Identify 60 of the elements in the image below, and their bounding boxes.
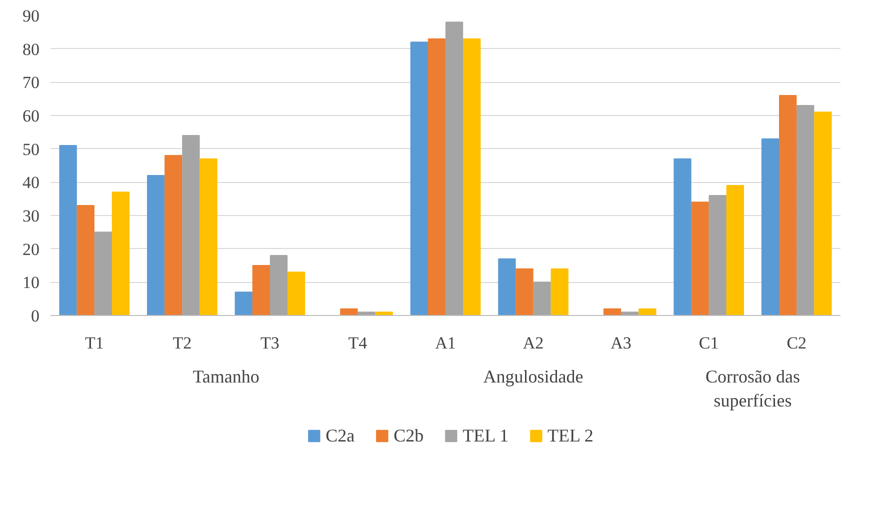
bar (164, 155, 182, 316)
bar (620, 312, 639, 316)
x-tick-label: T4 (348, 334, 368, 352)
bar (59, 145, 77, 316)
y-tick-label: 40 (22, 173, 40, 192)
x-tick-label: C1 (698, 334, 719, 352)
bar (796, 105, 814, 316)
y-tick-label: 70 (22, 73, 40, 92)
y-tick-label: 80 (22, 40, 40, 59)
x-tick-label: A1 (435, 334, 456, 352)
legend-label: TEL 1 (462, 425, 509, 446)
bar (234, 292, 252, 316)
x-tick-label: A2 (522, 334, 544, 352)
bar (674, 158, 692, 316)
text: Corrosão das superfícies (705, 366, 800, 410)
y-tick-label: 50 (22, 140, 40, 159)
bar (287, 272, 306, 316)
y-tick-label: 0 (31, 306, 40, 326)
bar (445, 22, 464, 316)
bar (462, 38, 481, 316)
legend-label: C2b (394, 425, 424, 446)
x-tick-label: T1 (84, 334, 104, 352)
legend-label: C2a (326, 425, 355, 446)
bar (516, 268, 534, 316)
bar (814, 112, 832, 316)
x-tick-label: T3 (260, 334, 280, 352)
bar (761, 138, 780, 316)
text: Tamanho (192, 366, 260, 386)
bar (498, 258, 516, 316)
bar (726, 185, 744, 316)
x-tick-label: T2 (172, 334, 192, 352)
bar (410, 42, 428, 316)
bar (778, 95, 797, 316)
bar (76, 205, 94, 316)
y-tick-label: 30 (22, 206, 40, 226)
bar (112, 192, 130, 316)
bar (270, 255, 288, 316)
bar (708, 195, 726, 316)
bar (428, 38, 446, 316)
bar (603, 308, 622, 316)
bar (340, 308, 358, 316)
x-tick-label: C2 (786, 334, 807, 352)
y-tick-label: 10 (22, 273, 40, 292)
bar (146, 175, 165, 316)
y-tick-label: 90 (22, 6, 40, 26)
bar (182, 135, 200, 316)
legend-label: TEL 2 (548, 425, 594, 446)
bar (550, 268, 568, 316)
bar (533, 282, 551, 316)
bar (94, 232, 112, 316)
bar (691, 202, 709, 316)
bar (638, 308, 656, 316)
bar (358, 312, 376, 316)
x-tick-label: A3 (610, 334, 632, 352)
bar (375, 312, 393, 316)
y-tick-label: 20 (22, 240, 40, 259)
bar (252, 265, 270, 316)
y-tick-label: 60 (22, 106, 40, 126)
text: Angulosidade (483, 366, 584, 386)
bar (200, 158, 218, 316)
